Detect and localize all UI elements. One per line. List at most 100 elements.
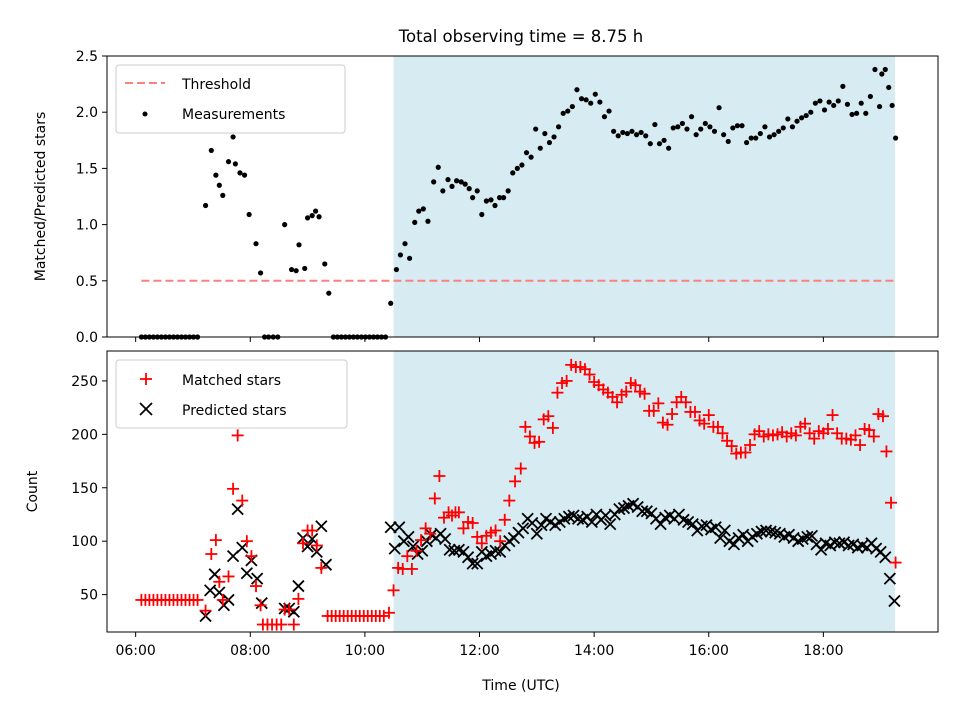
matched-star-point	[222, 570, 235, 583]
measurement-point	[393, 266, 400, 273]
measurement-point	[656, 141, 663, 147]
measurement-point	[670, 125, 676, 131]
matched-star-point	[689, 405, 702, 418]
top-y-tick-label: 1.0	[76, 218, 98, 234]
predicted-star-point	[204, 584, 217, 597]
measurement-point	[500, 195, 507, 201]
matched-star-point	[401, 550, 414, 563]
matched-star-point	[405, 562, 418, 575]
predicted-star-point	[814, 543, 828, 556]
legend-threshold-label: Threshold	[181, 77, 251, 93]
matched-star-point	[889, 556, 902, 569]
matched-star-point	[227, 482, 240, 495]
measurement-point	[474, 188, 480, 194]
matched-star-point	[433, 470, 446, 483]
measurement-point	[542, 130, 548, 137]
measurement-point	[679, 120, 685, 127]
predicted-star-point	[833, 537, 846, 550]
predicted-star-point	[571, 512, 585, 525]
legend-matched-label: Matched stars	[182, 373, 281, 389]
predicted-star-point	[310, 545, 323, 559]
bottom-plot-frame	[106, 350, 939, 633]
measurement-point	[445, 177, 451, 183]
matched-star-point	[620, 385, 633, 398]
measurement-point	[643, 133, 649, 139]
matched-star-point	[523, 430, 536, 443]
bottom-x-tick-label: 08:00	[230, 643, 270, 659]
measurement-point	[225, 159, 232, 165]
measurement-point	[556, 124, 562, 130]
measurement-point	[592, 91, 598, 97]
matched-star-point	[275, 618, 288, 631]
measurement-point	[237, 170, 243, 176]
matched-star-point	[410, 544, 423, 557]
measurement-point	[757, 130, 763, 137]
matched-star-point	[533, 435, 546, 448]
measurement-point	[826, 99, 832, 105]
measurement-point	[458, 179, 464, 185]
predicted-star-point	[526, 516, 539, 530]
matched-star-point	[519, 420, 532, 433]
predicted-star-point	[236, 541, 249, 554]
matched-star-point	[885, 496, 898, 509]
measurement-point	[892, 135, 899, 141]
predicted-star-point	[530, 527, 543, 540]
measurement-point	[776, 128, 782, 134]
matched-star-point	[542, 410, 555, 423]
matched-star-point	[808, 432, 821, 445]
predicted-stars-series	[199, 497, 901, 623]
matched-star-point	[826, 409, 839, 422]
measurement-point	[808, 109, 814, 115]
top-y-axis-label: Matched/Predicted stars	[33, 112, 49, 282]
predicted-star-point	[402, 530, 415, 544]
matched-star-point	[546, 421, 559, 434]
measurement-point	[202, 202, 209, 209]
matched-star-point	[494, 535, 507, 548]
predicted-star-point	[251, 572, 264, 585]
measurement-point	[762, 124, 768, 130]
matched-star-point	[382, 606, 395, 619]
matched-star-point	[583, 368, 596, 381]
measurement-point	[615, 133, 621, 139]
measurement-point	[523, 150, 530, 156]
measurement-point	[470, 195, 476, 201]
measurement-point	[675, 124, 681, 130]
matched-star-point	[415, 534, 428, 547]
matched-stars-series	[135, 358, 902, 631]
measurement-point	[867, 93, 873, 100]
measurement-point	[734, 123, 741, 129]
predicted-star-point	[494, 545, 507, 559]
measurement-point	[213, 172, 219, 178]
measurement-point	[748, 135, 754, 141]
predicted-star-point	[718, 524, 731, 537]
measurement-point	[652, 121, 658, 128]
predicted-star-point	[714, 531, 727, 545]
matched-star-point	[647, 404, 660, 417]
measurement-point	[863, 110, 869, 116]
measurement-point	[313, 208, 319, 214]
matched-star-point	[821, 422, 834, 435]
measurement-point	[241, 172, 248, 178]
measurement-point	[462, 181, 468, 187]
matched-star-point	[863, 424, 876, 437]
matched-star-point	[236, 494, 249, 507]
matched-star-point	[698, 417, 711, 430]
matched-star-point	[191, 593, 204, 606]
measurement-point	[799, 115, 805, 121]
top-y-tick-label: 2.5	[76, 49, 98, 65]
matched-star-point	[315, 561, 328, 574]
measurement-point	[551, 134, 557, 140]
matched-star-point	[498, 513, 511, 526]
predicted-star-point	[755, 525, 768, 538]
bottom-y-tick-label: 200	[71, 427, 98, 443]
matched-star-point	[629, 379, 642, 392]
matched-star-point	[209, 534, 222, 547]
predicted-star-point	[879, 551, 892, 564]
measurement-point	[624, 130, 630, 137]
matched-star-point	[560, 374, 573, 387]
matched-star-point	[231, 429, 244, 442]
predicted-star-point	[443, 543, 456, 556]
measurement-point	[309, 213, 315, 219]
measurement-point	[435, 164, 441, 170]
measurement-point	[638, 129, 644, 136]
